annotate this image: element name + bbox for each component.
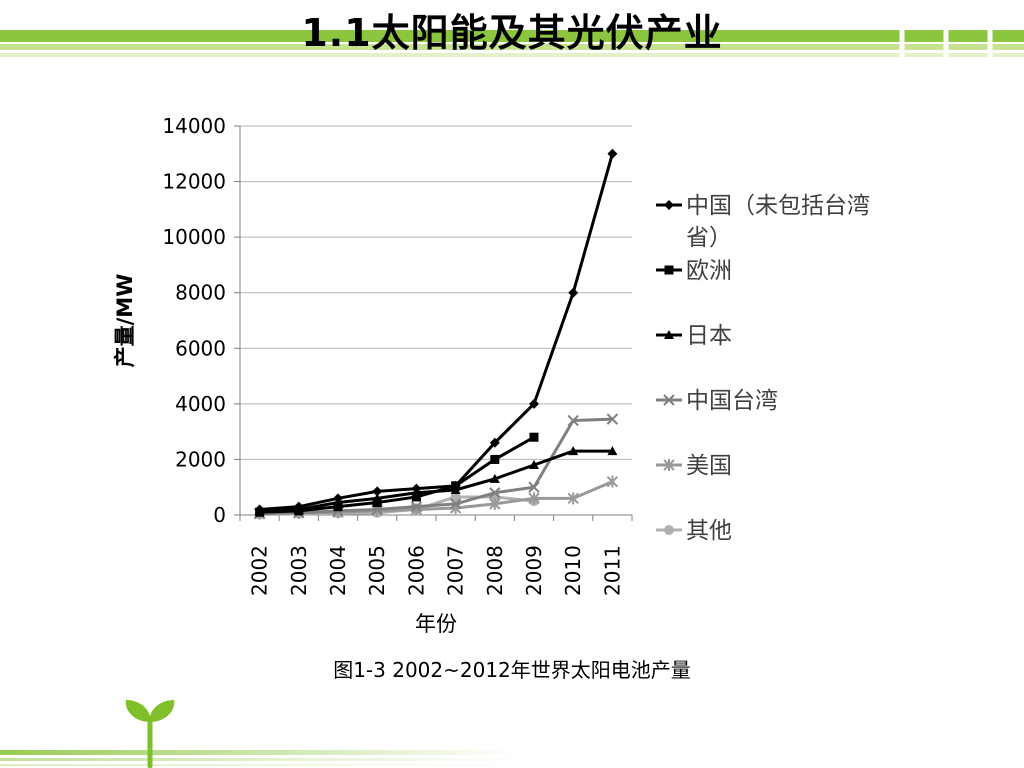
sprout-decoration-icon bbox=[0, 700, 520, 768]
y-axis-label: 产量/MW bbox=[113, 274, 137, 368]
x-tick-label: 2010 bbox=[561, 545, 585, 596]
data-point bbox=[293, 501, 304, 512]
y-tick-label: 14000 bbox=[162, 114, 226, 138]
y-tick-label: 6000 bbox=[175, 336, 226, 360]
y-tick-label: 8000 bbox=[175, 281, 226, 305]
data-point bbox=[568, 446, 579, 456]
data-point bbox=[606, 413, 619, 425]
slide-title: 1.1太阳能及其光伏产业 bbox=[301, 11, 723, 55]
data-point bbox=[489, 497, 501, 510]
figure-caption: 图1-3 2002~2012年世界太阳电池产量 bbox=[333, 658, 691, 682]
legend-label: 中国（未包括台湾 bbox=[686, 193, 870, 219]
data-point bbox=[449, 498, 462, 510]
legend-label: 欧洲 bbox=[686, 258, 732, 284]
data-point bbox=[410, 500, 423, 513]
x-tick-label: 2008 bbox=[483, 545, 507, 596]
legend-swatch-marker bbox=[663, 459, 675, 471]
series-line bbox=[259, 153, 614, 511]
x-tick-label: 2003 bbox=[287, 545, 311, 596]
production-line-chart: 0 2000 4000 6000 8000 10000 12000 14000 2002 2003… bbox=[113, 114, 870, 636]
data-point bbox=[372, 486, 383, 497]
data-point bbox=[606, 475, 619, 488]
legend-label: 美国 bbox=[686, 453, 732, 479]
y-tick-label: 10000 bbox=[162, 225, 226, 249]
data-point bbox=[529, 398, 539, 409]
legend-swatch-marker bbox=[664, 200, 674, 210]
data-point bbox=[528, 492, 540, 505]
x-tick-label: 2004 bbox=[326, 545, 350, 596]
data-point bbox=[333, 493, 343, 504]
data-point bbox=[567, 414, 579, 427]
legend-swatch-marker bbox=[664, 525, 674, 535]
legend-label: 省） bbox=[686, 225, 732, 251]
data-point bbox=[490, 454, 500, 464]
data-point bbox=[529, 432, 539, 442]
y-tick-label: 4000 bbox=[175, 392, 226, 416]
data-point bbox=[607, 446, 618, 456]
data-point bbox=[489, 473, 500, 483]
data-point bbox=[333, 502, 343, 512]
x-tick-label: 2009 bbox=[522, 545, 546, 596]
x-tick-label: 2011 bbox=[600, 545, 624, 596]
data-point bbox=[568, 287, 579, 298]
y-tick-label: 2000 bbox=[175, 447, 226, 471]
sprouts-icon bbox=[885, 8, 1007, 67]
x-tick-label: 2005 bbox=[365, 545, 389, 596]
data-point bbox=[528, 481, 540, 493]
data-point bbox=[607, 148, 618, 159]
series-line bbox=[259, 435, 535, 514]
y-tick-label: 0 bbox=[213, 503, 226, 527]
title-stripe-tertiary bbox=[0, 53, 1024, 57]
legend-swatch-marker bbox=[664, 330, 674, 339]
title-stripe-secondary bbox=[0, 44, 1024, 50]
data-point bbox=[254, 504, 265, 515]
legend-swatch-marker bbox=[663, 394, 675, 406]
title-stripe-primary bbox=[0, 30, 1024, 42]
x-tick-label: 2006 bbox=[404, 545, 428, 596]
legend-swatch-marker bbox=[664, 265, 674, 275]
y-tick-label: 12000 bbox=[162, 170, 226, 194]
data-point bbox=[411, 483, 422, 494]
title-bar bbox=[0, 0, 1024, 66]
data-point bbox=[529, 459, 539, 469]
data-point bbox=[450, 491, 461, 502]
data-point bbox=[372, 497, 382, 507]
data-point bbox=[450, 480, 461, 491]
data-point bbox=[489, 487, 501, 499]
legend-label: 其他 bbox=[686, 518, 732, 544]
data-point bbox=[489, 437, 500, 448]
data-point bbox=[411, 492, 421, 502]
x-tick-label: 2007 bbox=[444, 545, 468, 596]
legend-label: 中国台湾 bbox=[686, 388, 778, 414]
data-point bbox=[567, 492, 579, 505]
legend-label: 日本 bbox=[686, 323, 732, 349]
series-line bbox=[259, 417, 613, 516]
x-axis-label: 年份 bbox=[415, 612, 457, 636]
x-tick-label: 2002 bbox=[248, 545, 272, 596]
